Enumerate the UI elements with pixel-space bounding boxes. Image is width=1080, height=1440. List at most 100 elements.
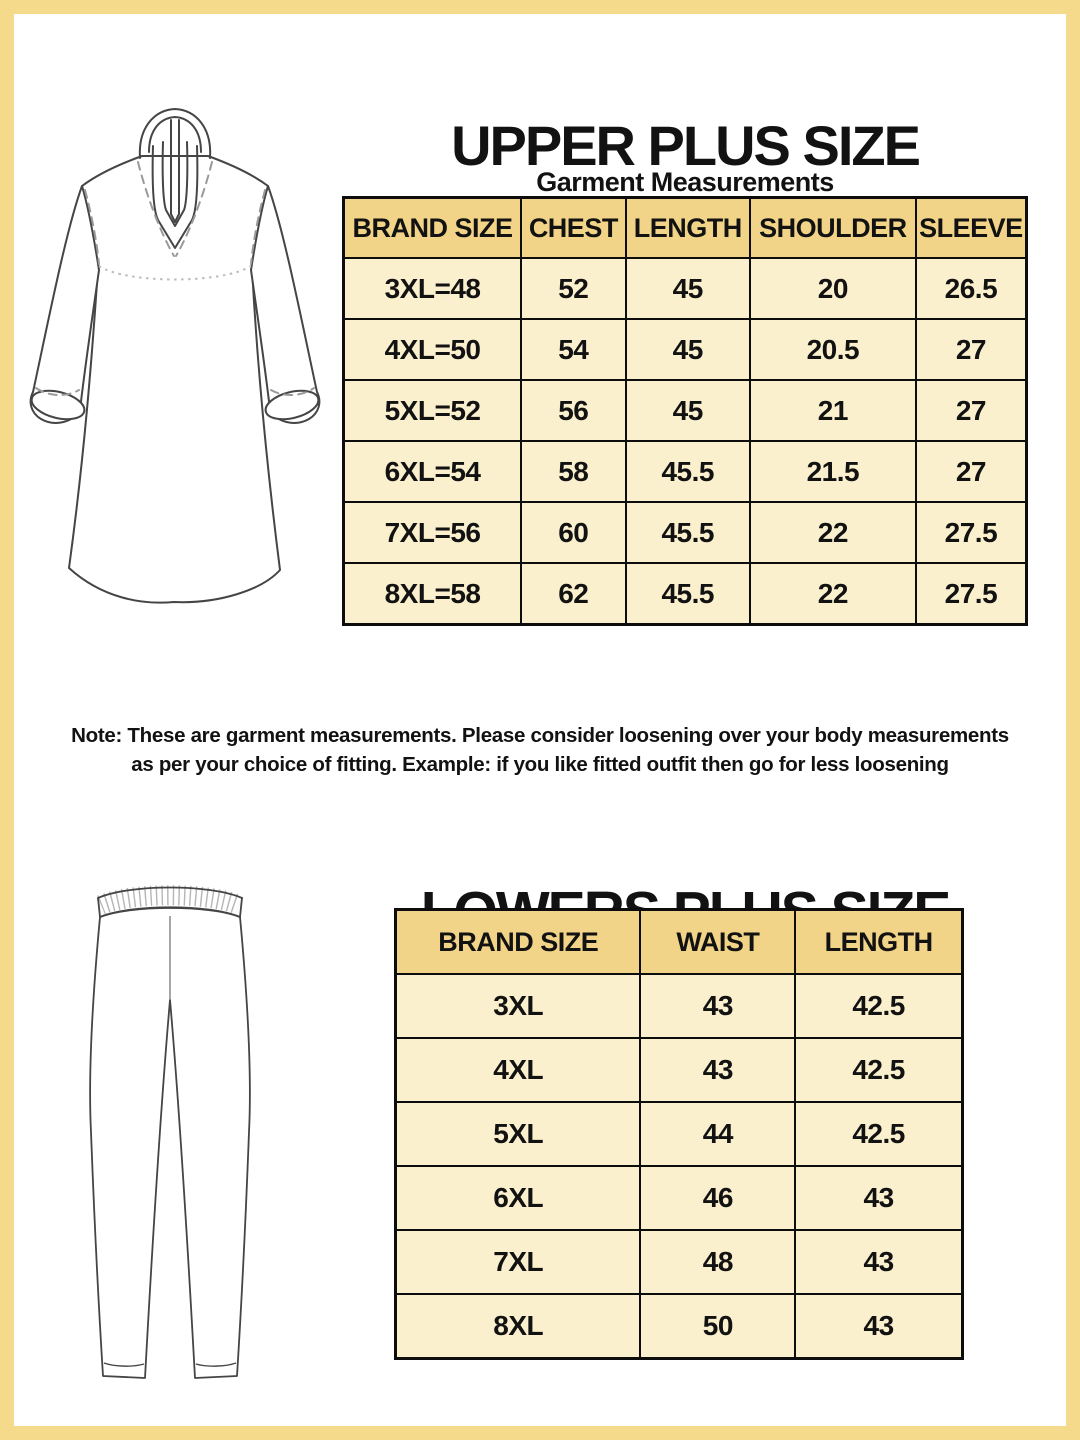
table-cell: 54 [520, 318, 627, 381]
lowers-size-table: BRAND SIZE WAIST LENGTH 3XL 43 42.5 4XL 43 42.5 5… [394, 908, 964, 1360]
table-cell: 50 [639, 1293, 797, 1360]
kurta-placket-dash-left [137, 161, 175, 257]
upper-section-title: UPPER PLUS SIZE [451, 113, 921, 177]
table-cell: 4XL [394, 1037, 642, 1103]
column-header: SHOULDER [748, 196, 917, 259]
table-cell: 43 [794, 1293, 964, 1360]
kurta-placket-dash-right [175, 161, 213, 257]
column-header: LENGTH [794, 908, 964, 975]
table-cell: 22 [748, 501, 917, 564]
note-line-2: as per your choice of fitting. Example: … [131, 752, 949, 776]
kurta-placket-outer [151, 145, 199, 249]
table-row: 3XL=48 52 45 20 26.5 [342, 257, 1028, 320]
table-cell: 7XL=56 [342, 501, 523, 564]
table-header-row: BRAND SIZE WAIST LENGTH [394, 908, 964, 975]
table-cell: 5XL=52 [342, 379, 523, 442]
table-row: 5XL=52 56 45 21 27 [342, 379, 1028, 442]
table-cell: 20 [748, 257, 917, 320]
table-cell: 6XL=54 [342, 440, 523, 503]
table-cell: 5XL [394, 1101, 642, 1167]
table-cell: 45 [624, 318, 751, 381]
table-cell: 60 [520, 501, 627, 564]
kurta-right-yoke-dash [250, 189, 266, 265]
table-cell: 45 [624, 379, 751, 442]
pants-waistband-ribbing [97, 885, 243, 915]
table-cell: 21 [748, 379, 917, 442]
table-cell: 42.5 [794, 973, 964, 1039]
table-cell: 27 [914, 318, 1028, 381]
table-cell: 56 [520, 379, 627, 442]
table-cell: 52 [520, 257, 627, 320]
kurta-placket-inner [161, 141, 189, 227]
pants-illustration [70, 872, 270, 1392]
table-cell: 44 [639, 1101, 797, 1167]
table-cell: 62 [520, 562, 627, 626]
kurta-right-cuff-dash [270, 387, 315, 396]
kurta-chest-dotted-line [98, 265, 252, 281]
kurta-left-sleeve [29, 185, 100, 424]
column-header: BRAND SIZE [342, 196, 523, 259]
table-cell: 45.5 [624, 562, 751, 626]
kurta-icon [29, 108, 321, 604]
table-cell: 7XL [394, 1229, 642, 1295]
table-cell: 45.5 [624, 440, 751, 503]
kurta-placket-strip [170, 119, 180, 223]
table-cell: 43 [794, 1165, 964, 1231]
table-row: 4XL 43 42.5 [394, 1037, 964, 1103]
pants-ankle-hems [103, 1362, 237, 1367]
table-cell: 3XL=48 [342, 257, 523, 320]
page-canvas: UPPER PLUS SIZE Garment Measurements BRA… [14, 14, 1066, 1426]
table-row: 7XL 48 43 [394, 1229, 964, 1295]
table-row: 4XL=50 54 45 20.5 27 [342, 318, 1028, 381]
kurta-left-yoke-dash [84, 189, 100, 265]
table-cell: 58 [520, 440, 627, 503]
kurta-illustration [22, 98, 352, 658]
column-header: LENGTH [624, 196, 751, 259]
table-cell: 8XL [394, 1293, 642, 1360]
table-cell: 46 [639, 1165, 797, 1231]
table-cell: 27.5 [914, 501, 1028, 564]
table-row: 6XL=54 58 45.5 21.5 27 [342, 440, 1028, 503]
kurta-left-cuff [30, 389, 86, 421]
kurta-right-cuff [264, 389, 320, 421]
table-cell: 48 [639, 1229, 797, 1295]
note-line-1: Note: These are garment measurements. Pl… [71, 723, 1009, 747]
upper-section-subtitle: Garment Measurements [536, 167, 834, 198]
table-cell: 8XL=58 [342, 562, 523, 626]
table-cell: 43 [794, 1229, 964, 1295]
table-cell: 4XL=50 [342, 318, 523, 381]
kurta-seam-dashes [35, 161, 315, 396]
table-cell: 3XL [394, 973, 642, 1039]
kurta-left-cuff-dash [35, 387, 80, 396]
kurta-body [68, 155, 281, 604]
upper-size-table: BRAND SIZE CHEST LENGTH SHOULDER SLEEVE 3XL=4… [342, 196, 1028, 626]
table-cell: 21.5 [748, 440, 917, 503]
table-cell: 43 [639, 1037, 797, 1103]
table-cell: 27 [914, 440, 1028, 503]
kurta-collar-inner [148, 116, 202, 153]
column-header: BRAND SIZE [394, 908, 642, 975]
table-cell: 27.5 [914, 562, 1028, 626]
kurta-collar [138, 108, 212, 159]
table-cell: 27 [914, 379, 1028, 442]
table-row: 5XL 44 42.5 [394, 1101, 964, 1167]
table-cell: 45.5 [624, 501, 751, 564]
pants-waistband [97, 886, 243, 918]
table-cell: 43 [639, 973, 797, 1039]
pants-icon [89, 885, 251, 1379]
kurta-right-sleeve [250, 185, 321, 424]
table-cell: 6XL [394, 1165, 642, 1231]
table-header-row: BRAND SIZE CHEST LENGTH SHOULDER SLEEVE [342, 196, 1028, 259]
column-header: CHEST [520, 196, 627, 259]
table-row: 8XL=58 62 45.5 22 27.5 [342, 562, 1028, 626]
measurement-note: Note: These are garment measurements. Pl… [40, 721, 1040, 779]
column-header: WAIST [639, 908, 797, 975]
table-cell: 45 [624, 257, 751, 320]
table-cell: 22 [748, 562, 917, 626]
table-row: 7XL=56 60 45.5 22 27.5 [342, 501, 1028, 564]
pants-body [89, 907, 251, 1379]
table-row: 6XL 46 43 [394, 1165, 964, 1231]
table-cell: 20.5 [748, 318, 917, 381]
table-cell: 26.5 [914, 257, 1028, 320]
